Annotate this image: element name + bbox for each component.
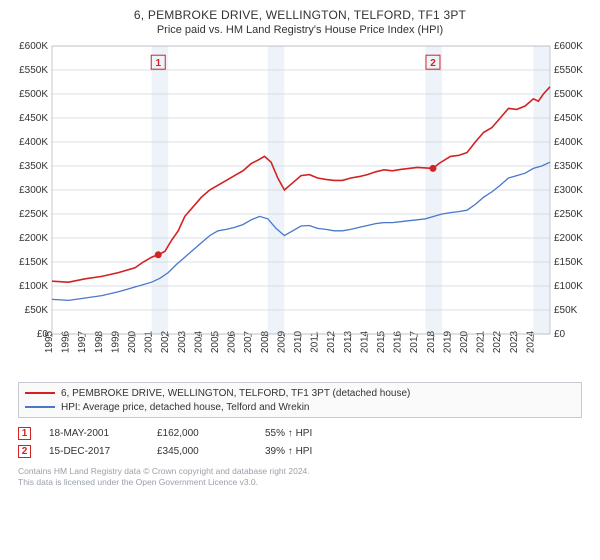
svg-text:£550K: £550K <box>554 65 583 76</box>
footer-line-1: Contains HM Land Registry data © Crown c… <box>18 466 582 477</box>
chart-svg: £0£0£50K£50K£100K£100K£150K£150K£200K£20… <box>10 36 590 376</box>
transaction-price: £345,000 <box>157 446 247 457</box>
svg-text:£450K: £450K <box>554 113 583 124</box>
legend-swatch <box>25 392 55 394</box>
transaction-marker-icon: 1 <box>18 427 31 440</box>
legend-label: HPI: Average price, detached house, Telf… <box>61 402 310 413</box>
svg-text:£50K: £50K <box>554 305 578 316</box>
transaction-marker-label: 2 <box>430 58 436 69</box>
svg-text:£300K: £300K <box>19 185 48 196</box>
svg-text:£600K: £600K <box>554 41 583 52</box>
svg-text:£600K: £600K <box>19 41 48 52</box>
svg-text:£450K: £450K <box>19 113 48 124</box>
chart-title-2: Price paid vs. HM Land Registry's House … <box>10 24 590 36</box>
svg-text:£250K: £250K <box>19 209 48 220</box>
transaction-date: 15-DEC-2017 <box>49 446 139 457</box>
svg-text:£200K: £200K <box>554 233 583 244</box>
chart-title-1: 6, PEMBROKE DRIVE, WELLINGTON, TELFORD, … <box>10 8 590 22</box>
svg-text:£200K: £200K <box>19 233 48 244</box>
svg-text:£150K: £150K <box>19 257 48 268</box>
svg-text:£100K: £100K <box>19 281 48 292</box>
svg-text:£350K: £350K <box>554 161 583 172</box>
svg-text:£400K: £400K <box>19 137 48 148</box>
footer-line-2: This data is licensed under the Open Gov… <box>18 477 582 488</box>
svg-text:£150K: £150K <box>554 257 583 268</box>
svg-text:£100K: £100K <box>554 281 583 292</box>
svg-text:£300K: £300K <box>554 185 583 196</box>
transaction-row: 2 15-DEC-2017 £345,000 39% ↑ HPI <box>18 442 582 460</box>
svg-text:£250K: £250K <box>554 209 583 220</box>
legend-label: 6, PEMBROKE DRIVE, WELLINGTON, TELFORD, … <box>61 388 410 399</box>
svg-text:£500K: £500K <box>19 89 48 100</box>
transaction-rows: 1 18-MAY-2001 £162,000 55% ↑ HPI 2 15-DEC-201… <box>18 424 582 460</box>
legend-swatch <box>25 406 55 408</box>
svg-text:£0: £0 <box>554 329 566 340</box>
transaction-row: 1 18-MAY-2001 £162,000 55% ↑ HPI <box>18 424 582 442</box>
svg-text:£500K: £500K <box>554 89 583 100</box>
footer-note: Contains HM Land Registry data © Crown c… <box>18 466 582 488</box>
legend-row: 6, PEMBROKE DRIVE, WELLINGTON, TELFORD, … <box>25 386 575 400</box>
transaction-delta: 55% ↑ HPI <box>265 428 355 439</box>
svg-text:£400K: £400K <box>554 137 583 148</box>
legend-row: HPI: Average price, detached house, Telf… <box>25 400 575 414</box>
svg-text:£50K: £50K <box>25 305 49 316</box>
transaction-marker-label: 1 <box>155 58 161 69</box>
transaction-dot <box>429 165 436 172</box>
svg-text:£350K: £350K <box>19 161 48 172</box>
chart: £0£0£50K£50K£100K£100K£150K£150K£200K£20… <box>10 36 590 376</box>
svg-text:£550K: £550K <box>19 65 48 76</box>
transaction-price: £162,000 <box>157 428 247 439</box>
legend: 6, PEMBROKE DRIVE, WELLINGTON, TELFORD, … <box>18 382 582 418</box>
transaction-delta: 39% ↑ HPI <box>265 446 355 457</box>
transaction-marker-icon: 2 <box>18 445 31 458</box>
transaction-date: 18-MAY-2001 <box>49 428 139 439</box>
transaction-dot <box>155 251 162 258</box>
